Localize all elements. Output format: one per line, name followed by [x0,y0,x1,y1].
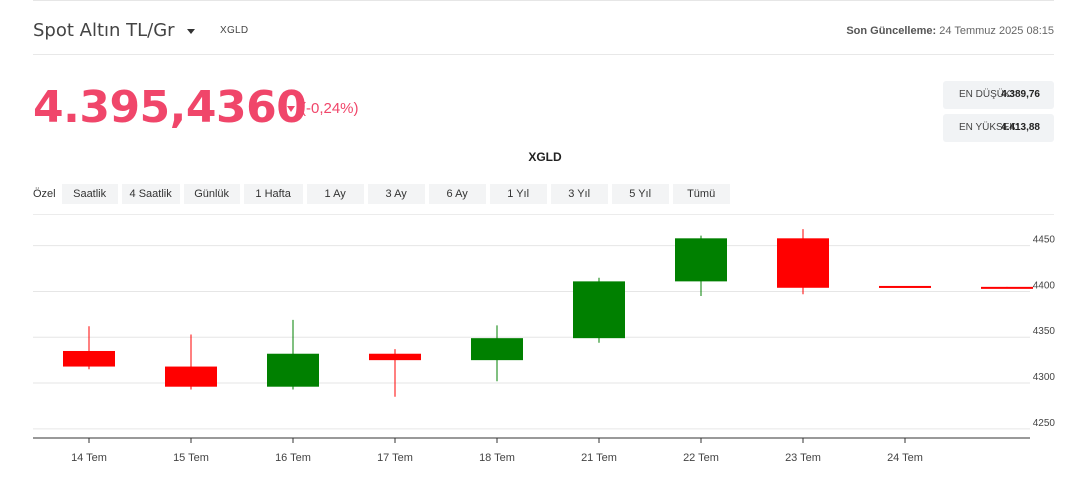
candle-body [63,350,115,367]
candle-body [675,238,727,282]
x-tick-label: 22 Tem [683,452,719,464]
x-tick-label: 17 Tem [377,452,413,464]
low-label: EN DÜŞÜK: [959,89,1014,100]
header: Spot Altın TL/Gr XGLD Son Güncelleme: 24… [33,16,1054,55]
range-3month-button[interactable]: 3 Ay [367,184,425,204]
range-all-button[interactable]: Tümü [672,184,730,204]
range-1week-button[interactable]: 1 Hafta [243,184,303,204]
candle-body [369,353,421,361]
y-tick-label: 4400 [1033,280,1056,291]
y-tick-label: 4300 [1033,372,1056,383]
candle-body [471,338,523,361]
x-tick-label: 14 Tem [71,452,107,464]
y-tick-label: 4450 [1033,235,1056,246]
low-value: 4.389,76 [1001,89,1040,100]
range-1year-button[interactable]: 1 Yıl [489,184,547,204]
high-stat-box: EN YÜKSEK: 4.413,88 [943,114,1054,142]
asset-title[interactable]: Spot Altın TL/Gr [33,20,175,41]
current-price: 4.395,4360 [33,82,307,133]
top-border [33,0,1054,1]
range-hourly-button[interactable]: Saatlik [61,184,118,204]
y-tick-label: 4250 [1033,418,1056,429]
down-arrow-icon [287,106,295,112]
range-daily-button[interactable]: Günlük [183,184,240,204]
high-value: 4.413,88 [1001,122,1040,133]
x-tick-label: 23 Tem [785,452,821,464]
candle-body [267,353,319,387]
x-tick-label: 24 Tem [887,452,923,464]
high-label: EN YÜKSEK: [959,122,1019,133]
candle-body [573,281,625,339]
x-tick-label: 15 Tem [173,452,209,464]
price-change: (-0,24%) [301,100,359,117]
range-4hour-button[interactable]: 4 Saatlik [121,184,180,204]
x-tick-label: 18 Tem [479,452,515,464]
range-6month-button[interactable]: 6 Ay [428,184,486,204]
candle-body [879,285,931,288]
range-3year-button[interactable]: 3 Yıl [550,184,608,204]
symbol-label: XGLD [220,25,249,36]
range-selector: Özel Saatlik 4 Saatlik Günlük 1 Hafta 1 … [33,184,734,204]
y-tick-label: 4350 [1033,326,1056,337]
chart-divider [33,214,1054,215]
candle-body [165,366,217,387]
last-update-label: Son Güncelleme: [846,25,937,37]
candle-body [777,238,829,288]
x-tick-label: 16 Tem [275,452,311,464]
chart-title: XGLD [528,150,562,164]
x-tick-label: 21 Tem [581,452,617,464]
candlestick-chart: 4250 4300 4350 4400 4450 14 Tem 15 Tem 16 Tem 17… [33,229,1056,464]
range-custom-label[interactable]: Özel [33,188,56,200]
last-update: Son Güncelleme: 24 Temmuz 2025 08:15 [846,25,1054,37]
low-stat-box: EN DÜŞÜK: 4.389,76 [943,81,1054,109]
range-5year-button[interactable]: 5 Yıl [611,184,669,204]
candle-body [981,286,1033,289]
last-update-value: 24 Temmuz 2025 08:15 [939,25,1054,37]
range-1month-button[interactable]: 1 Ay [306,184,364,204]
caret-down-icon[interactable] [187,29,195,34]
